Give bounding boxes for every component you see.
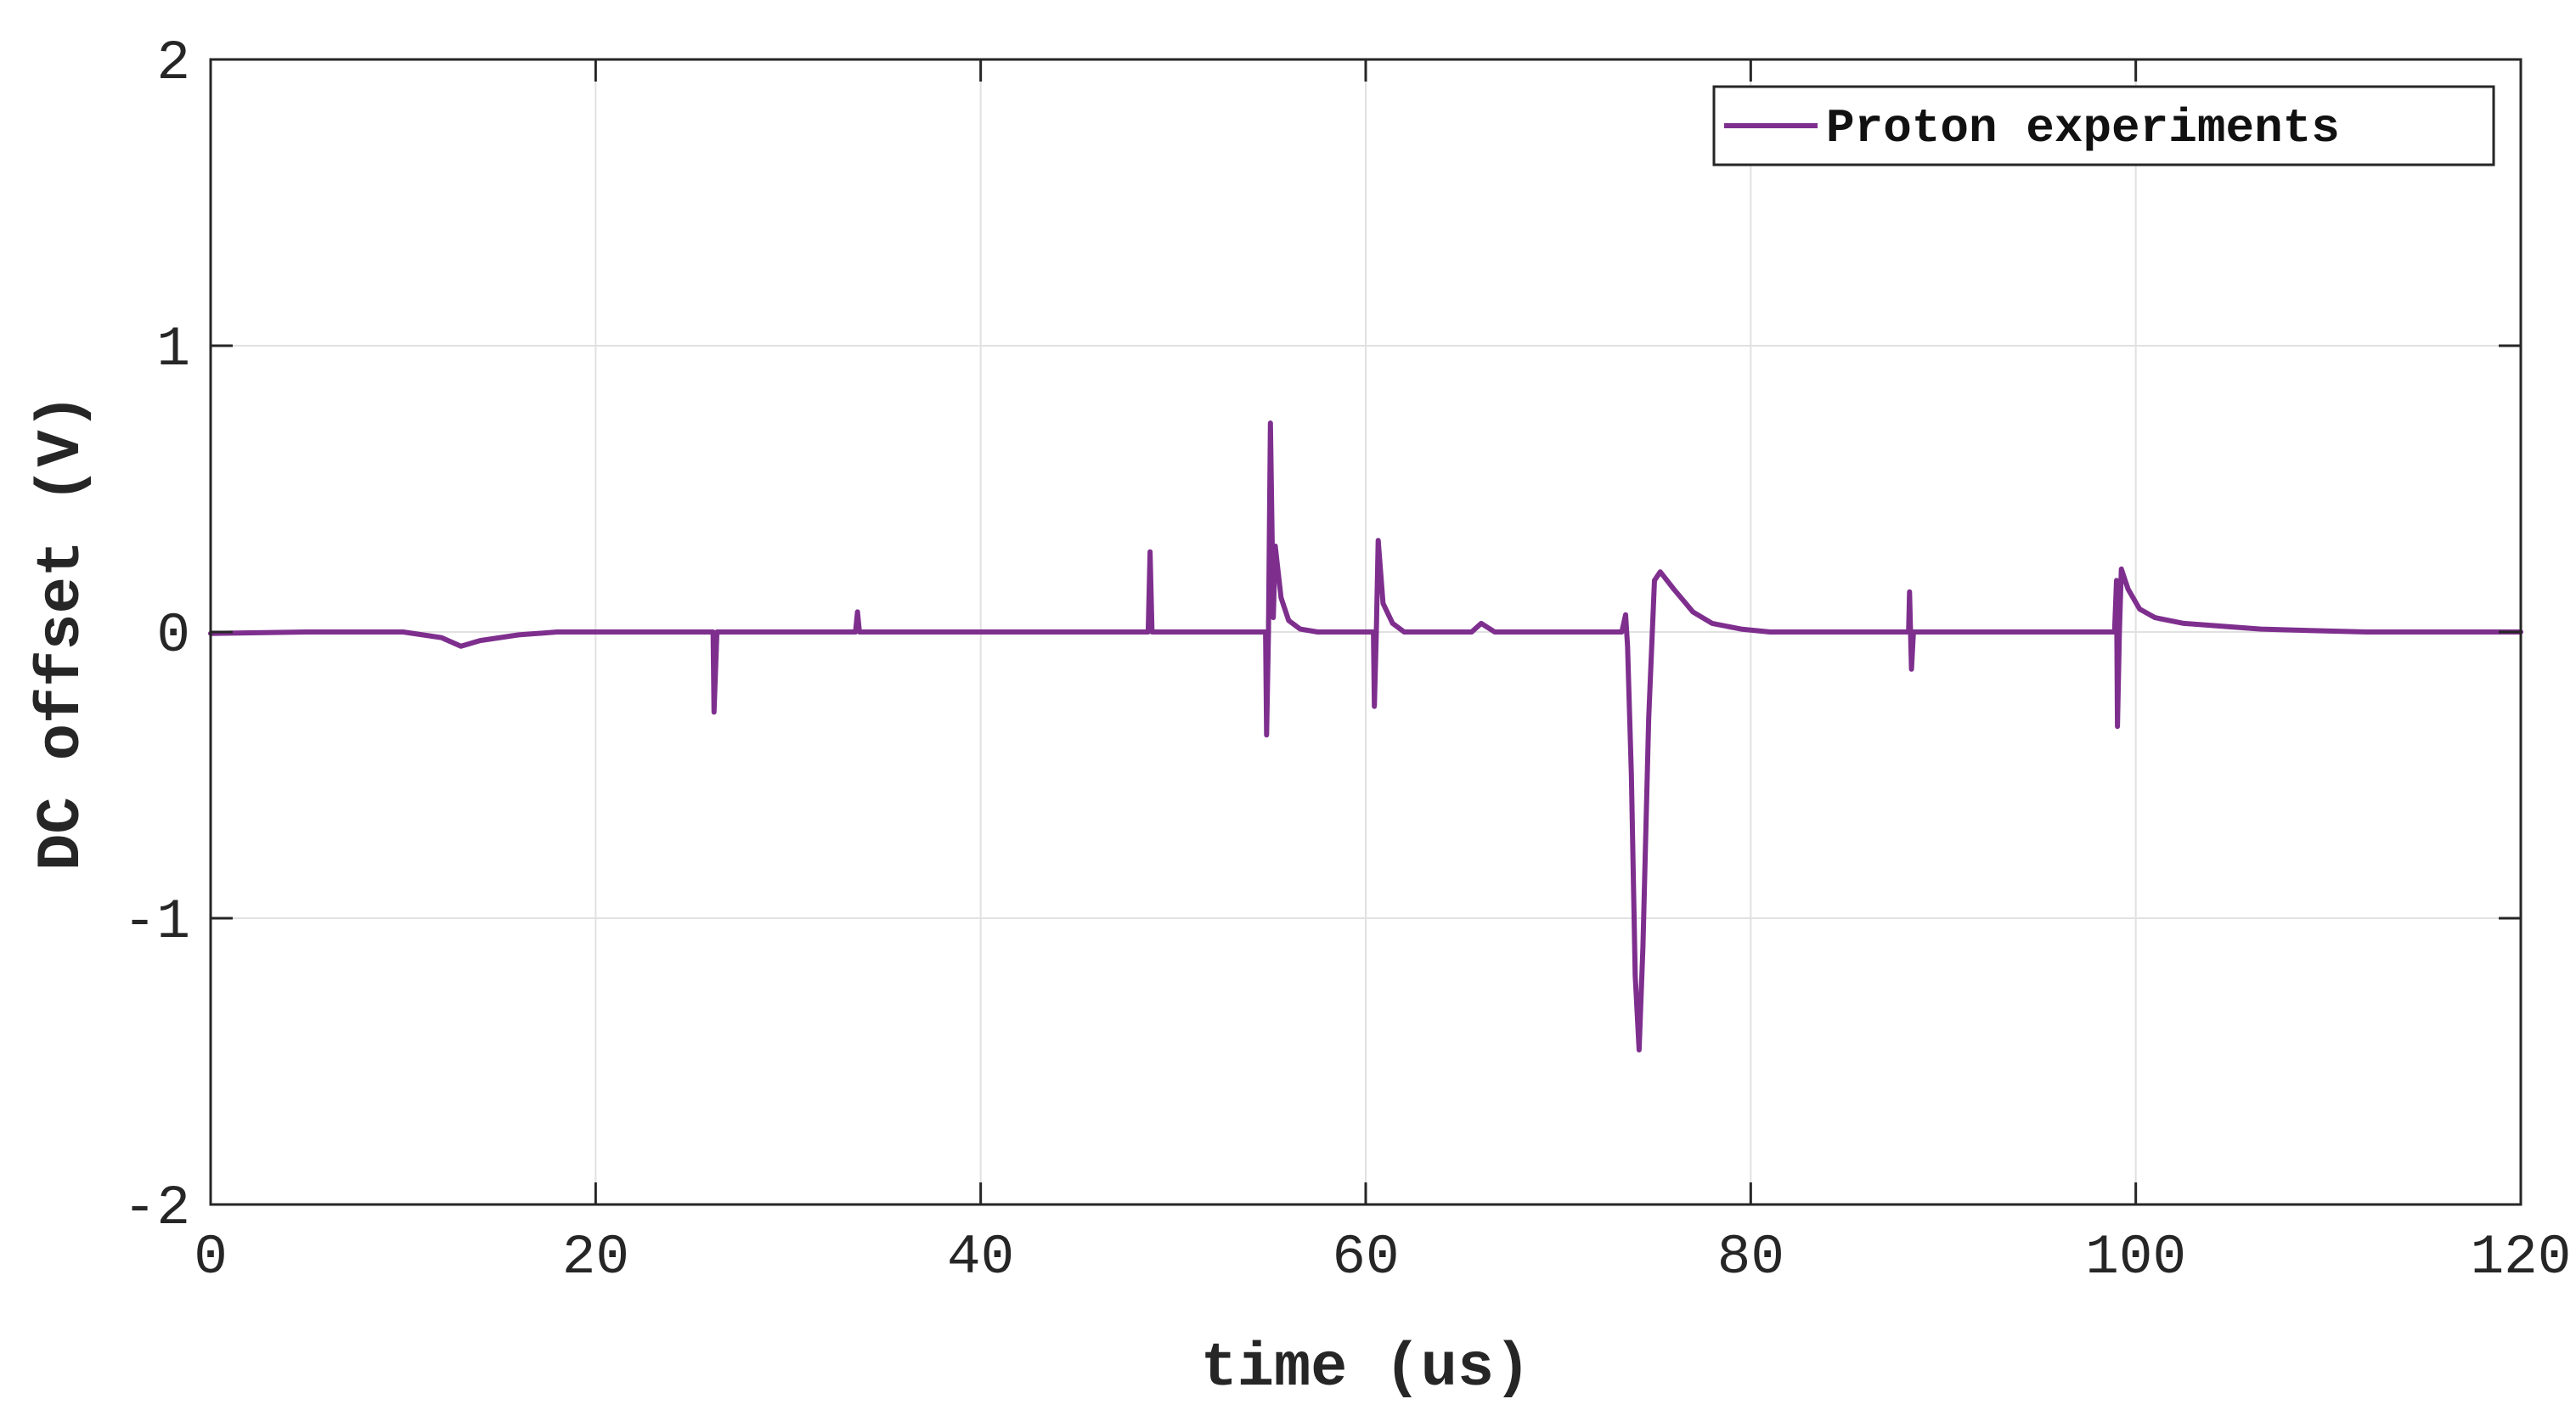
x-tick-label: 120 xyxy=(2471,1226,2572,1289)
legend-box xyxy=(1712,85,2495,166)
legend: Proton experiments xyxy=(1712,85,2495,166)
x-tick-label: 60 xyxy=(1332,1226,1399,1289)
tick-labels: 0 20 40 60 80 100 120 -2 -1 0 1 2 xyxy=(123,31,2572,1289)
series-layer xyxy=(208,420,2523,1052)
y-tick-label: 2 xyxy=(156,31,190,95)
y-axis-title: DC offset (V) xyxy=(27,393,97,871)
x-tick-label: 40 xyxy=(947,1226,1014,1289)
y-tick-label: 0 xyxy=(156,604,190,668)
plot-area xyxy=(208,58,2523,1206)
x-tick-label: 100 xyxy=(2085,1226,2186,1289)
x-tick-label: 0 xyxy=(194,1226,228,1289)
y-tick-label: 1 xyxy=(156,318,190,381)
x-axis-title: time (us) xyxy=(1201,1334,1531,1403)
tick-marks xyxy=(209,58,2522,1206)
x-tick-label: 20 xyxy=(562,1226,629,1289)
y-tick-label: -1 xyxy=(123,890,190,954)
x-tick-label: 80 xyxy=(1717,1226,1784,1289)
y-tick-label: -2 xyxy=(123,1176,190,1240)
series-line-proton-experiments xyxy=(208,420,2523,1052)
legend-label-proton-experiments: Proton experiments xyxy=(1826,101,2340,155)
